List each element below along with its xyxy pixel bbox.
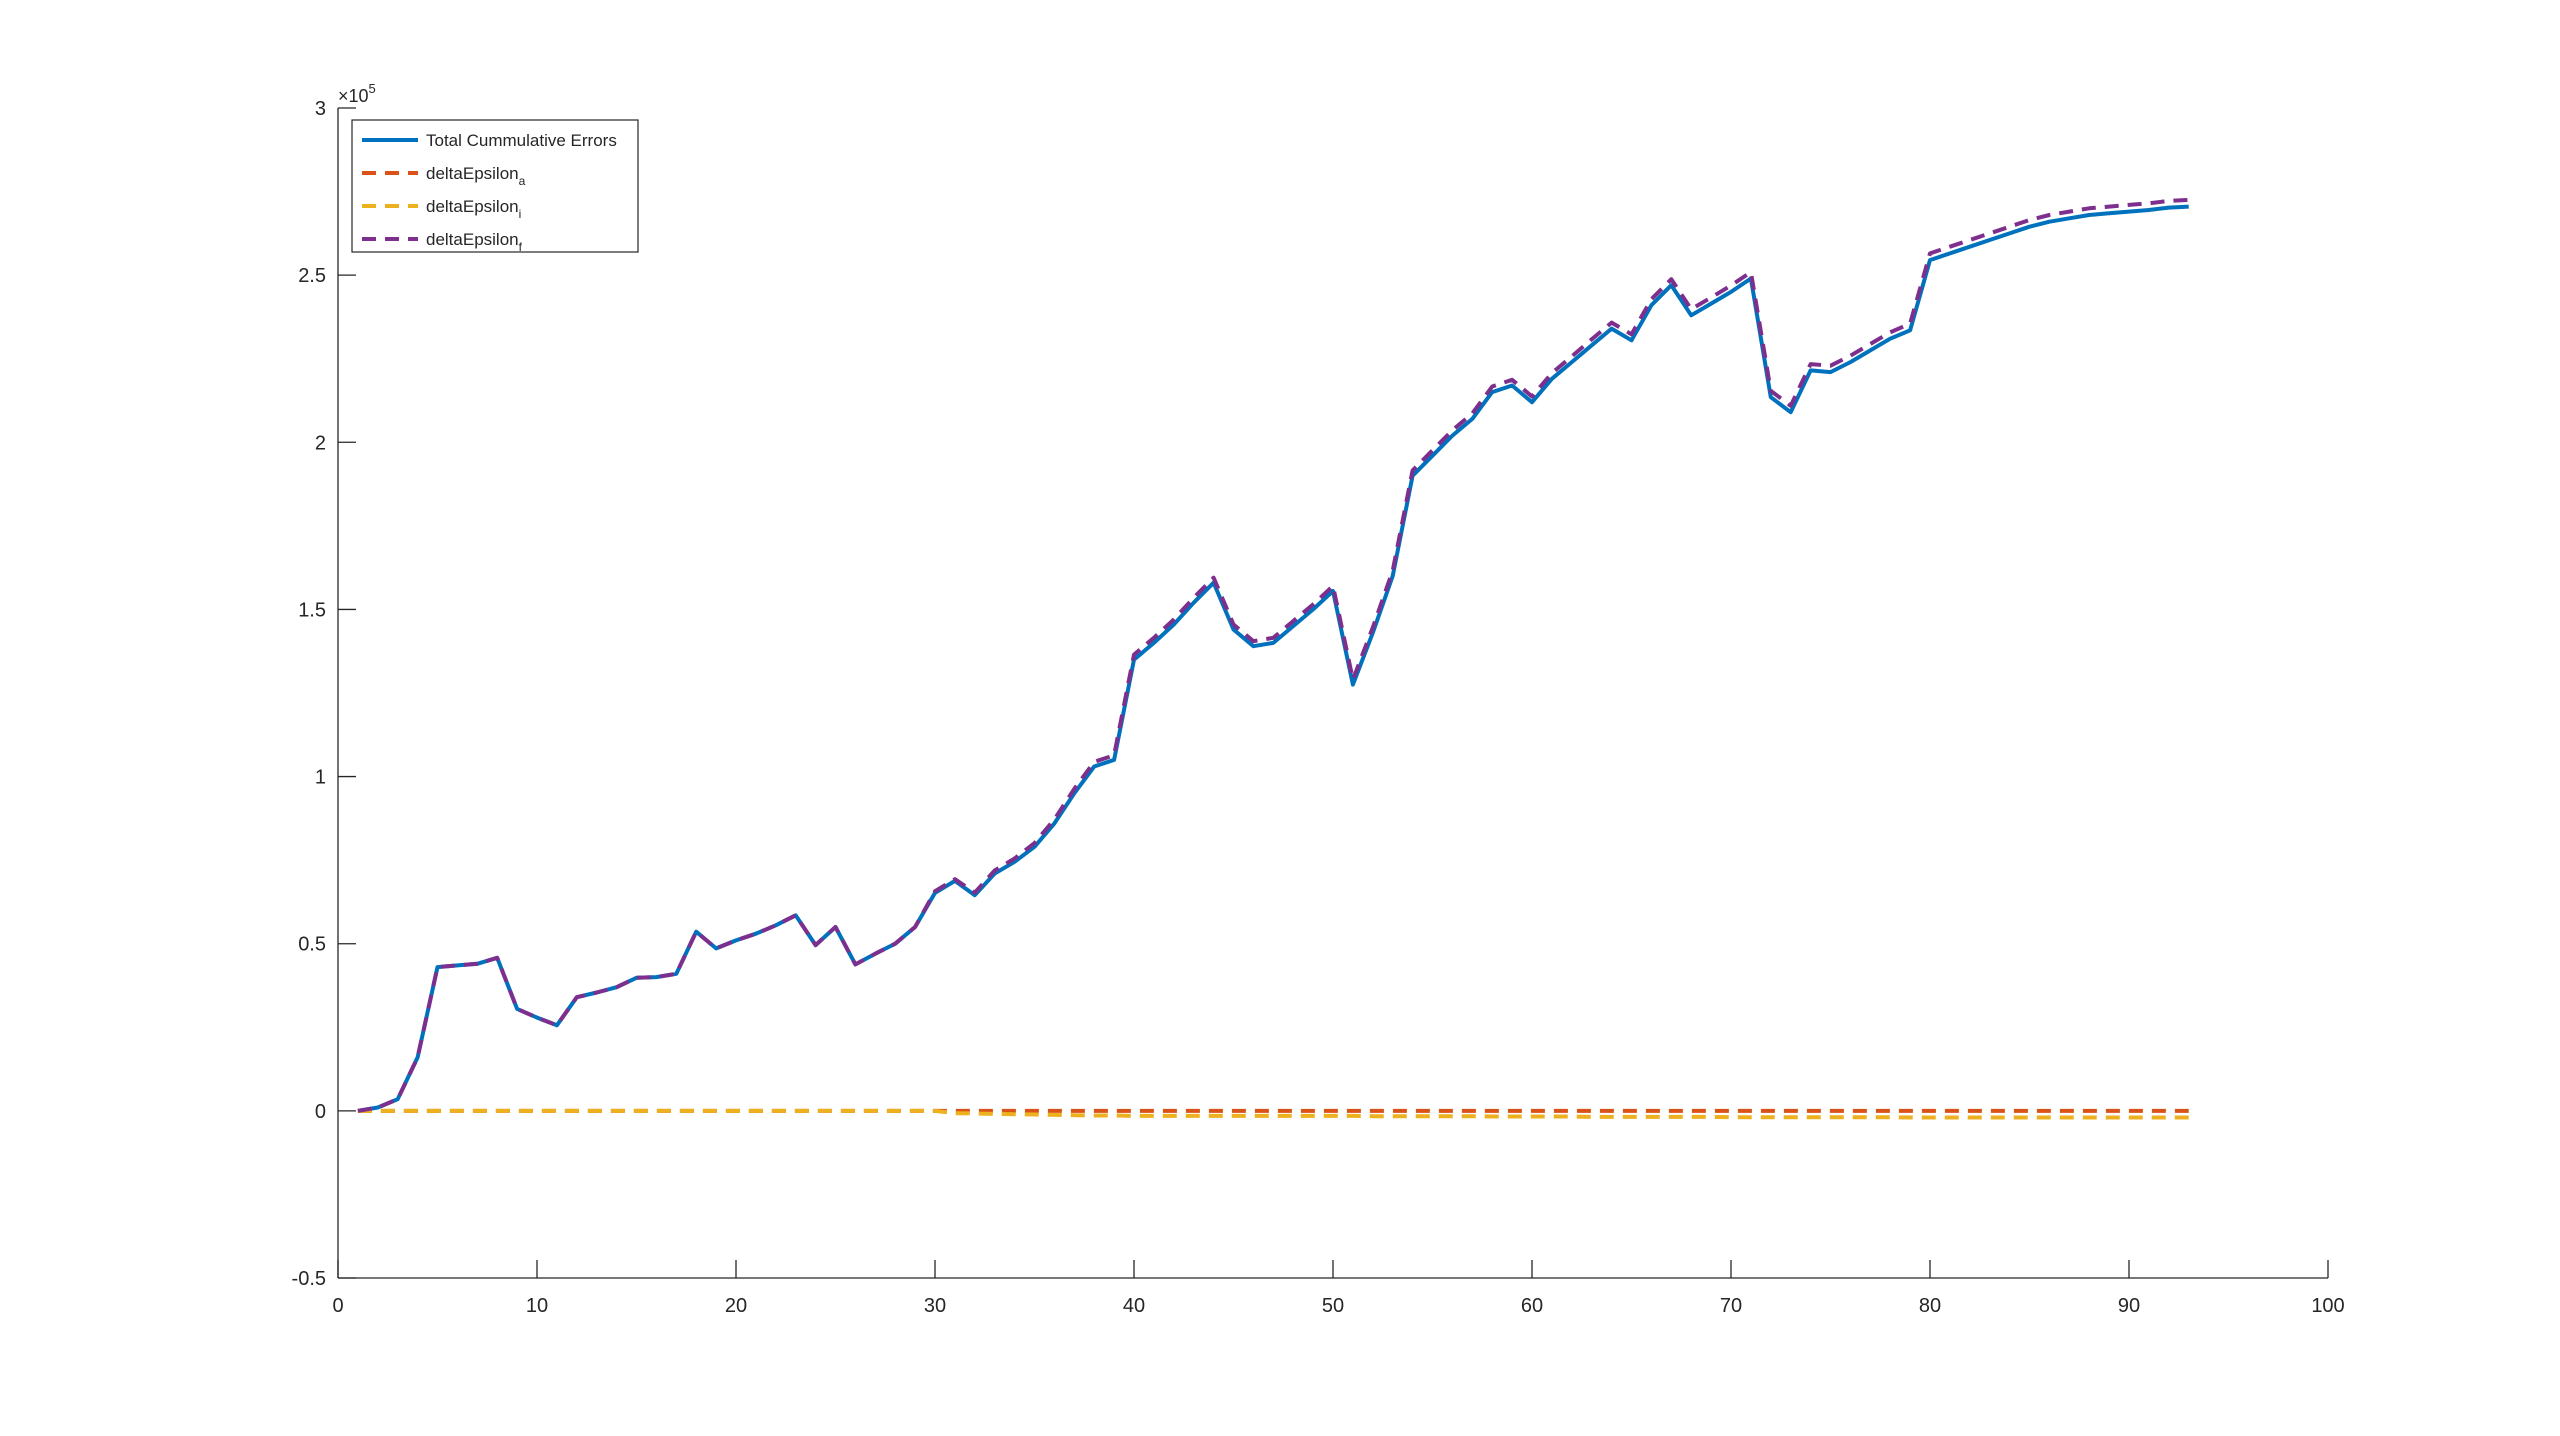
y-tick-label: -0.5 — [292, 1268, 326, 1290]
legend-label: deltaEpsilona — [426, 164, 526, 188]
y-tick-label: 1 — [315, 767, 326, 789]
x-tick-label: 0 — [332, 1295, 343, 1317]
x-tick-label: 100 — [2311, 1295, 2344, 1317]
legend: Total Cummulative Errors deltaEpsilona del… — [351, 119, 639, 254]
y-tick-label: 0.5 — [298, 934, 326, 956]
x-tick-label: 70 — [1720, 1295, 1742, 1317]
x-tick-label: 90 — [2118, 1295, 2140, 1317]
y-exponent-label: ×105 — [338, 81, 376, 106]
series-layer — [357, 197, 2189, 1120]
legend-label: deltaEpsilonf — [426, 230, 523, 254]
x-tick-label: 60 — [1521, 1295, 1543, 1317]
y-tick-label: 0 — [315, 1101, 326, 1123]
y-tick-label: 1.5 — [298, 599, 326, 621]
y-tick-label: 2.5 — [298, 265, 326, 287]
x-tick-label: 20 — [725, 1295, 747, 1317]
x-tick-label: 30 — [924, 1295, 946, 1317]
y-tick-label: 3 — [315, 98, 326, 120]
legend-label: Total Cummulative Errors — [426, 131, 617, 150]
x-tick-label: 40 — [1123, 1295, 1145, 1317]
x-tick-label: 10 — [526, 1295, 548, 1317]
x-tick-label: 80 — [1919, 1295, 1941, 1317]
y-tick-label: 2 — [315, 432, 326, 454]
series-line-0 — [357, 204, 2189, 1113]
legend-label: deltaEpsiloni — [426, 197, 521, 221]
x-tick-label: 50 — [1322, 1295, 1344, 1317]
axes: 0 10 20 30 40 50 60 70 80 90 100 -0.5 0 0.5 1 1.5 2 2.5 3 ×… — [292, 81, 2345, 1317]
series-line-2 — [357, 1108, 2189, 1120]
series-line-3 — [357, 197, 2189, 1113]
